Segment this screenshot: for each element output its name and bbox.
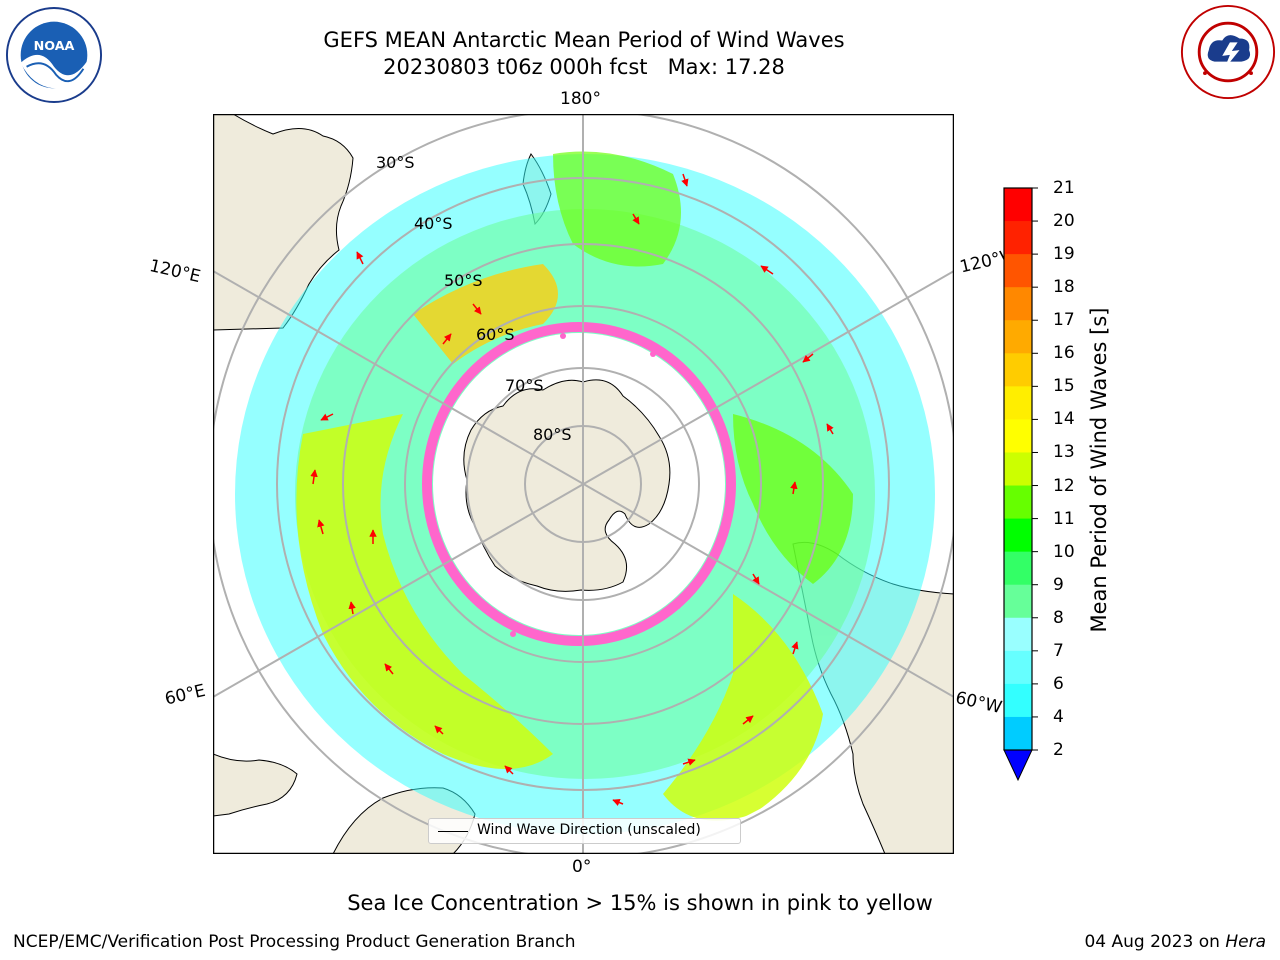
wave-field-indian <box>296 414 553 769</box>
polar-map <box>213 114 954 854</box>
chart-title: GEFS MEAN Antarctic Mean Period of Wind … <box>323 28 845 52</box>
arrow <box>632 213 640 225</box>
colorbar-band <box>1004 584 1032 619</box>
wave-field-atlantic <box>663 594 823 821</box>
arrow <box>742 715 754 725</box>
legend-line-swatch <box>438 831 468 832</box>
arrow <box>802 353 814 363</box>
colorbar-band <box>1004 452 1032 487</box>
colorbar-tick-label: 13 <box>1053 442 1075 463</box>
colorbar-band <box>1004 221 1032 255</box>
map-legend: Wind Wave Direction (unscaled) <box>428 818 741 844</box>
arrow <box>442 333 452 345</box>
colorbar-tick-label: 7 <box>1053 640 1064 661</box>
sea-ice-concentration <box>440 333 692 637</box>
colorbar-band <box>1004 650 1032 685</box>
arrow <box>320 413 334 421</box>
arrow <box>791 641 799 655</box>
colorbar-tick-label: 16 <box>1053 343 1075 364</box>
land-africa <box>213 753 298 817</box>
colorbar-tick-label: 19 <box>1053 244 1075 265</box>
colorbar-tick-label: 10 <box>1053 541 1075 562</box>
latitude-label-50s: 50°S <box>444 271 483 290</box>
colorbar-tick-label: 18 <box>1053 277 1075 298</box>
footer-date-text: 04 Aug 2023 on <box>1084 932 1226 952</box>
colorbar-border <box>1003 187 1033 751</box>
longitude-label-120e: 120°E <box>147 256 203 288</box>
wind-wave-arrows <box>310 173 834 806</box>
arrow <box>752 573 760 585</box>
latitude-label-70s: 70°S <box>505 376 544 395</box>
colorbar-tick-label: 6 <box>1053 673 1064 694</box>
footer-credit: NCEP/EMC/Verification Post Processing Pr… <box>13 932 576 952</box>
longitude-label-0: 0° <box>572 857 592 877</box>
colorbar-tick-label: 4 <box>1053 706 1064 727</box>
colorbar-tick-label: 11 <box>1053 508 1075 529</box>
arrow <box>682 758 696 766</box>
colorbar-tick-label: 17 <box>1053 310 1075 331</box>
colorbar <box>1003 187 1038 782</box>
wave-field-north <box>553 151 681 267</box>
longitude-label-180: 180° <box>560 89 601 109</box>
chart-subtitle: 20230803 t06z 000h fcst Max: 17.28 <box>383 55 785 79</box>
footer-date: 04 Aug 2023 on Hera <box>1084 932 1266 952</box>
noaa-logo-text: NOAA <box>34 39 75 54</box>
latitude-label-80s: 80°S <box>533 425 572 444</box>
footer-host: Hera <box>1225 932 1266 952</box>
longitude-label-60e: 60°E <box>163 680 208 710</box>
colorbar-tick-label: 20 <box>1053 211 1075 232</box>
colorbar-tick-label: 15 <box>1053 376 1075 397</box>
arrow <box>384 663 394 675</box>
colorbar-extend-min <box>1003 749 1033 782</box>
nws-logo-icon <box>1180 4 1276 100</box>
arrow <box>504 765 514 775</box>
arrow <box>826 423 834 435</box>
colorbar-tick-label: 8 <box>1053 607 1064 628</box>
colorbar-band <box>1004 188 1032 222</box>
colorbar-band <box>1004 683 1032 718</box>
colorbar-band <box>1004 254 1032 288</box>
colorbar-band <box>1004 485 1032 520</box>
colorbar-band <box>1004 419 1032 453</box>
arrow <box>790 481 798 495</box>
colorbar-tick-label: 9 <box>1053 574 1064 595</box>
colorbar-tick-label: 14 <box>1053 409 1075 430</box>
wave-field-east <box>733 414 853 584</box>
latitude-label-40s: 40°S <box>414 214 453 233</box>
sea-ice-edge <box>422 322 736 646</box>
arrow <box>356 251 364 265</box>
colorbar-band <box>1004 716 1032 751</box>
colorbar-band <box>1004 518 1032 553</box>
graticule <box>213 114 954 854</box>
arrow <box>760 265 774 275</box>
arrow <box>348 601 356 615</box>
land-australia <box>213 114 354 331</box>
colorbar-tick-label: 2 <box>1053 740 1064 760</box>
colorbar-label: Mean Period of Wind Waves [s] <box>1087 307 1111 633</box>
colorbar-band <box>1004 287 1032 321</box>
colorbar-tick-label: 21 <box>1053 178 1075 198</box>
arrow <box>681 173 689 187</box>
colorbar-band <box>1004 617 1032 652</box>
colorbar-band <box>1004 353 1032 387</box>
latitude-label-30s: 30°S <box>376 153 415 172</box>
colorbar-band <box>1004 386 1032 420</box>
arrow <box>612 799 624 806</box>
latitude-label-60s: 60°S <box>476 325 515 344</box>
arrow <box>317 519 325 535</box>
arrow <box>472 303 482 315</box>
land-antarctica <box>463 379 671 592</box>
noaa-logo-icon: NOAA <box>5 6 103 104</box>
arrow <box>310 469 318 485</box>
map-border <box>213 114 954 854</box>
sea-ice-caption: Sea Ice Concentration > 15% is shown in … <box>347 891 933 915</box>
arrow <box>434 725 444 735</box>
colorbar-band <box>1004 551 1032 586</box>
colorbar-band <box>1004 320 1032 354</box>
colorbar-tick-label: 12 <box>1053 475 1075 496</box>
legend-label: Wind Wave Direction (unscaled) <box>477 822 701 838</box>
